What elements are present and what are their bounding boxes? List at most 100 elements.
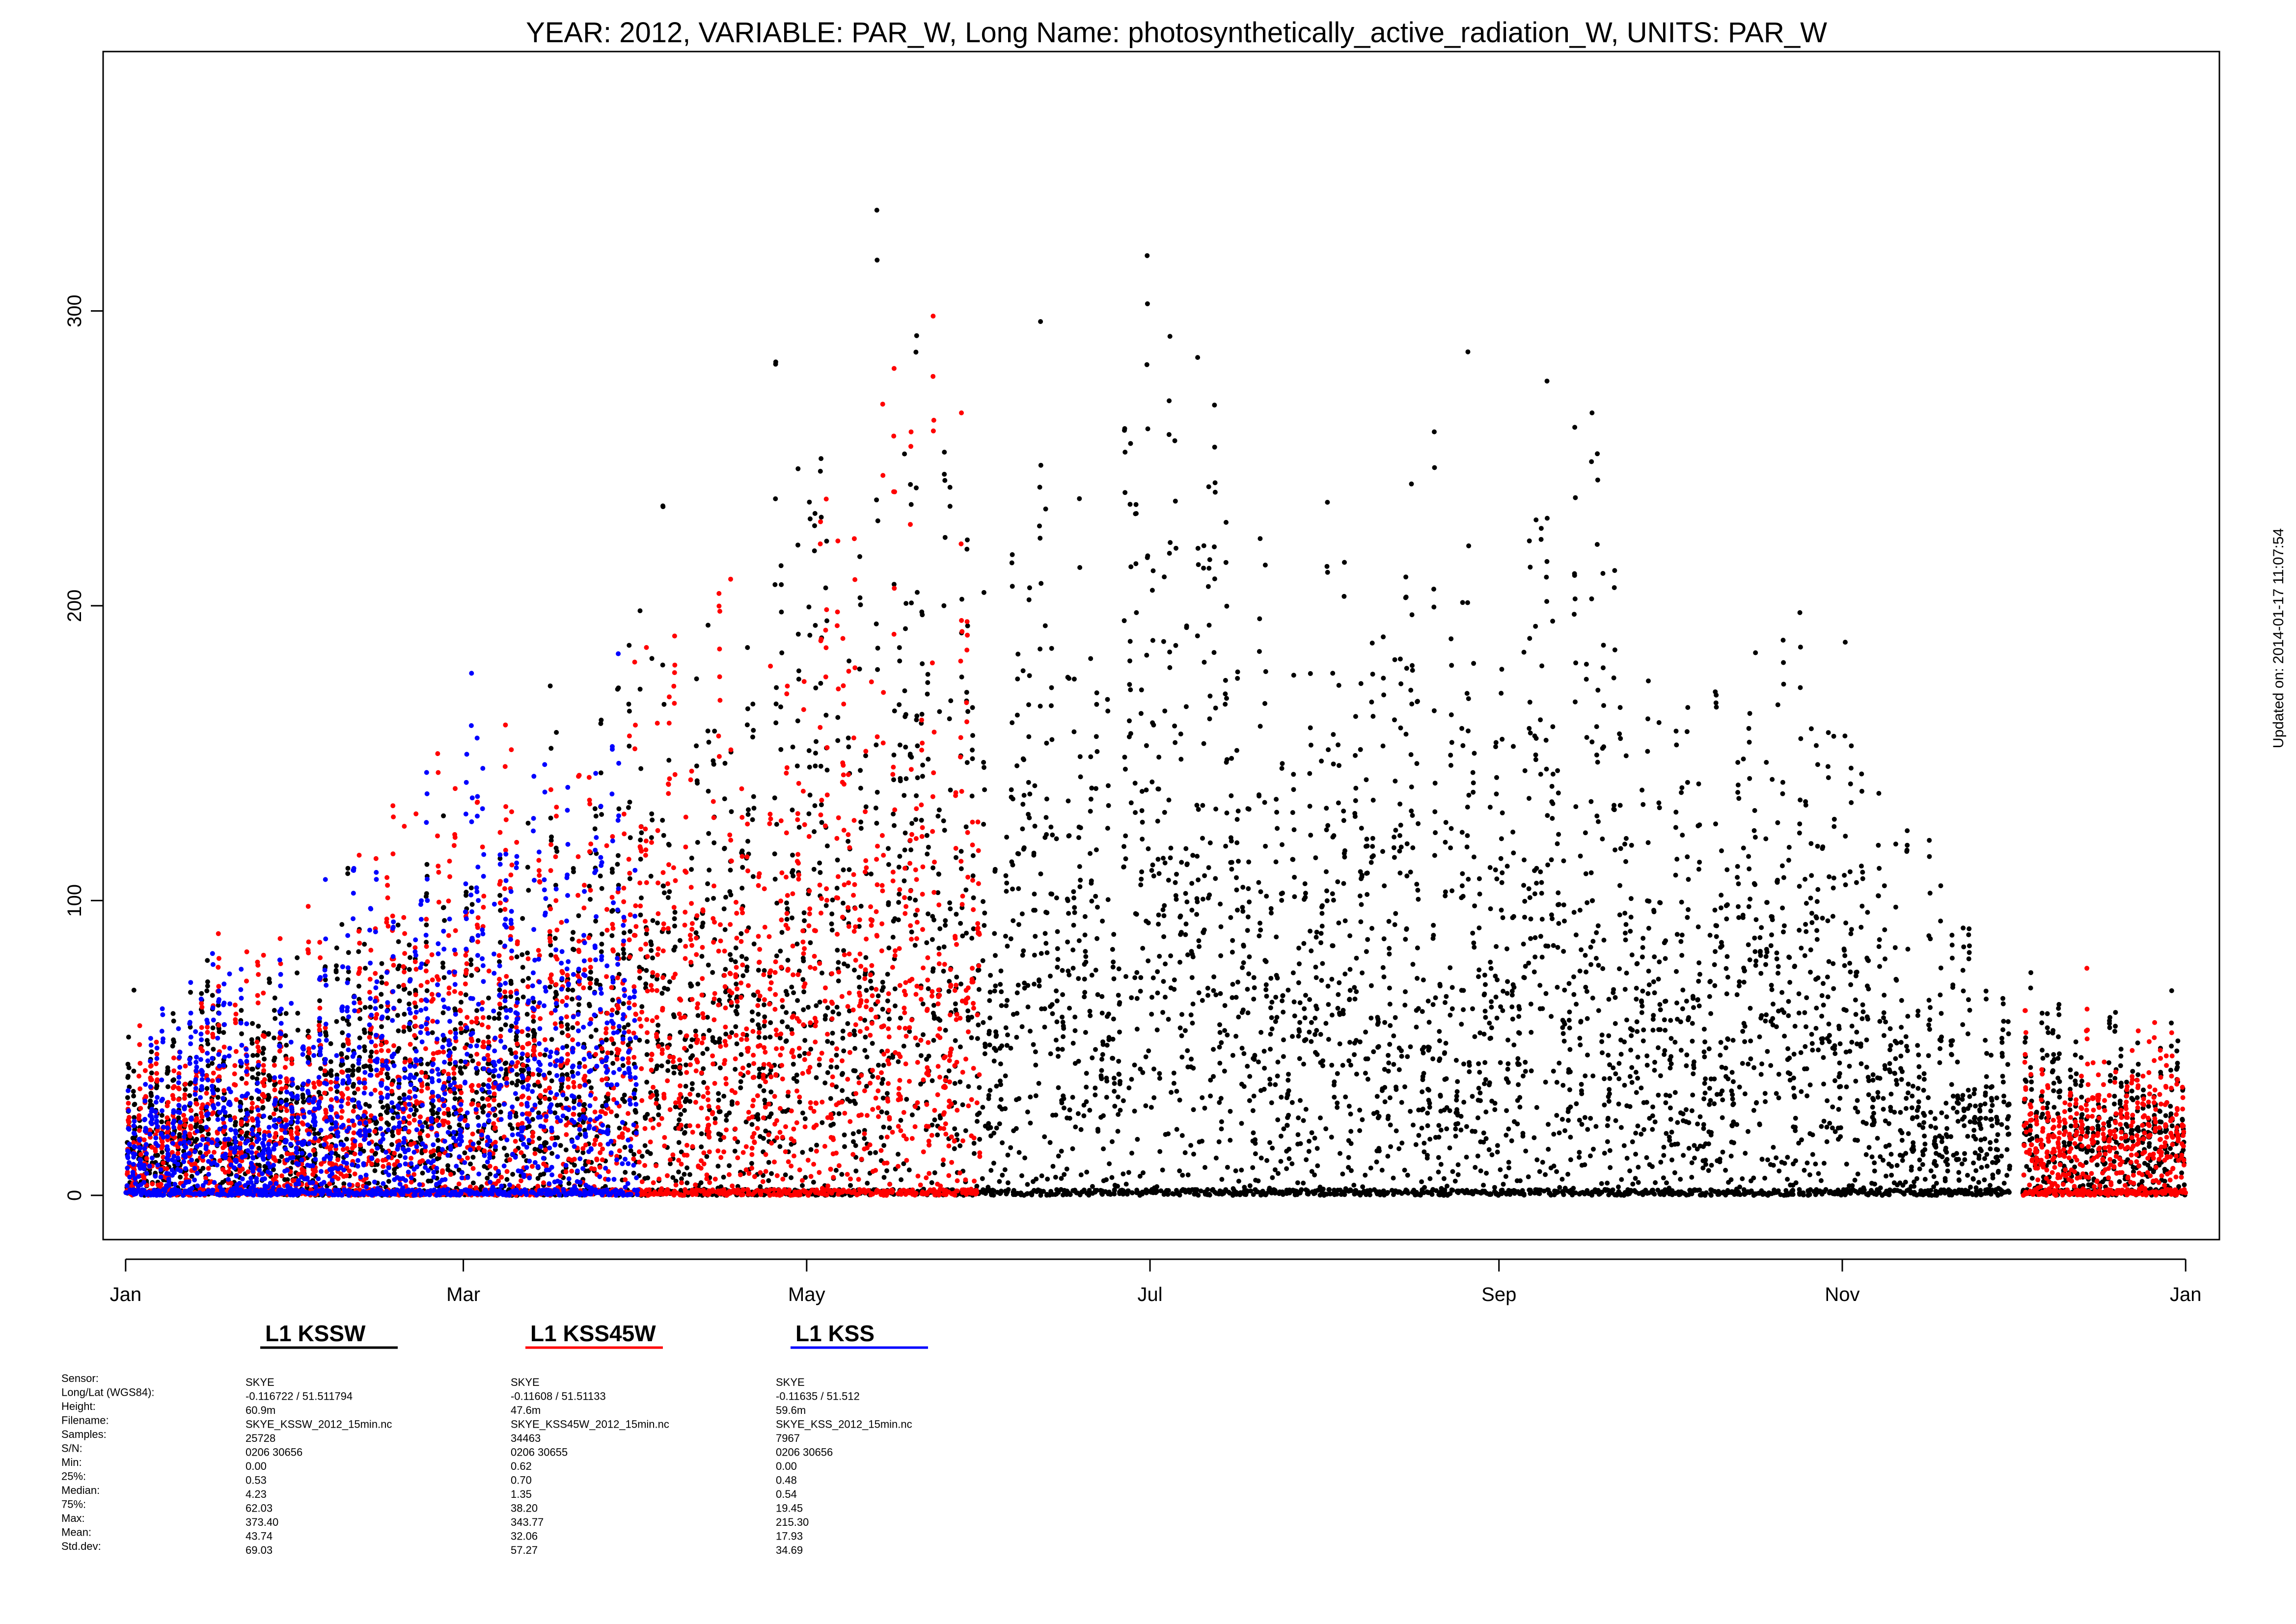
data-point [1313, 964, 1318, 970]
data-point [819, 456, 824, 461]
data-point [1140, 946, 1146, 951]
data-point [941, 944, 947, 949]
data-point [1004, 880, 1010, 886]
data-point [744, 964, 750, 970]
data-point [1207, 693, 1213, 699]
data-point [564, 1072, 570, 1077]
data-point [1263, 987, 1269, 992]
data-point [795, 542, 800, 548]
data-point [1414, 882, 1420, 887]
data-point [1160, 907, 1166, 913]
data-point [1139, 808, 1145, 813]
data-point [566, 1181, 572, 1186]
data-point [1174, 545, 1178, 551]
data-point [1438, 1127, 1444, 1133]
data-point [1241, 1084, 1247, 1089]
data-point [886, 900, 891, 905]
data-point [1174, 896, 1179, 902]
data-point [149, 1093, 154, 1098]
data-point [1044, 950, 1050, 955]
data-point [458, 1058, 464, 1064]
data-point [1332, 1079, 1337, 1084]
data-point [1465, 833, 1470, 839]
data-point [200, 1127, 205, 1133]
data-point [1132, 1109, 1137, 1114]
data-point [823, 585, 828, 591]
data-point [1509, 1138, 1514, 1143]
data-point [469, 902, 475, 907]
data-point [1404, 1188, 1410, 1193]
data-point [761, 1136, 766, 1141]
data-point [733, 1024, 738, 1029]
data-point [1121, 844, 1126, 849]
data-point [1160, 1010, 1166, 1015]
data-point [1307, 997, 1312, 1002]
data-point [339, 1052, 344, 1057]
data-point [926, 844, 931, 850]
data-point [1067, 1005, 1072, 1011]
data-point [1135, 1137, 1140, 1142]
data-point [836, 1011, 842, 1017]
data-point [791, 1061, 796, 1067]
data-point [1471, 661, 1476, 666]
data-point [801, 989, 807, 995]
data-point [525, 865, 530, 870]
data-point [1374, 1159, 1379, 1164]
data-point [874, 621, 879, 626]
data-point [650, 817, 655, 823]
data-point [1368, 1015, 1374, 1021]
data-point [992, 988, 997, 994]
data-point [1488, 1035, 1494, 1041]
data-point [998, 1191, 1003, 1196]
data-point [1436, 1155, 1441, 1160]
data-point [1309, 948, 1314, 953]
data-point [1025, 1110, 1030, 1114]
data-point [1433, 830, 1438, 836]
data-point [1430, 1056, 1436, 1061]
data-point [1010, 886, 1015, 892]
data-point [1211, 988, 1216, 993]
data-point [1247, 1098, 1252, 1103]
data-point [797, 1053, 802, 1058]
data-point [842, 1132, 847, 1137]
data-point [892, 823, 897, 828]
data-point [744, 968, 749, 974]
data-point [384, 1110, 390, 1115]
data-point [1155, 818, 1160, 824]
data-point [1387, 946, 1392, 951]
data-point [1357, 1039, 1363, 1045]
data-point [1381, 936, 1387, 942]
data-point [199, 991, 204, 996]
data-point [1409, 808, 1414, 813]
data-point [1144, 652, 1149, 658]
data-point [626, 1042, 631, 1048]
data-point [678, 1029, 683, 1035]
data-point [1200, 836, 1205, 841]
data-point [688, 1044, 693, 1049]
data-point [204, 1086, 210, 1091]
data-point [1363, 1172, 1368, 1178]
data-point [1364, 949, 1369, 954]
data-point [801, 910, 807, 916]
data-point [926, 911, 930, 917]
data-point [1021, 845, 1027, 850]
data-point [1213, 876, 1218, 881]
data-point [1489, 1025, 1494, 1030]
data-point [373, 1151, 379, 1156]
data-point [1341, 594, 1347, 599]
data-point [621, 1001, 626, 1006]
data-point [903, 601, 909, 606]
data-point [1318, 1032, 1323, 1037]
data-point [1010, 552, 1015, 557]
data-point [1331, 833, 1337, 839]
data-point [1465, 805, 1470, 810]
data-point [1000, 1140, 1005, 1145]
data-point [789, 984, 794, 990]
data-point [1516, 1082, 1521, 1087]
data-point [1419, 1179, 1424, 1185]
data-point [284, 1043, 289, 1048]
data-point [1421, 1071, 1426, 1076]
data-point [1055, 1047, 1061, 1052]
data-point [401, 1092, 407, 1098]
data-point [901, 1043, 906, 1049]
